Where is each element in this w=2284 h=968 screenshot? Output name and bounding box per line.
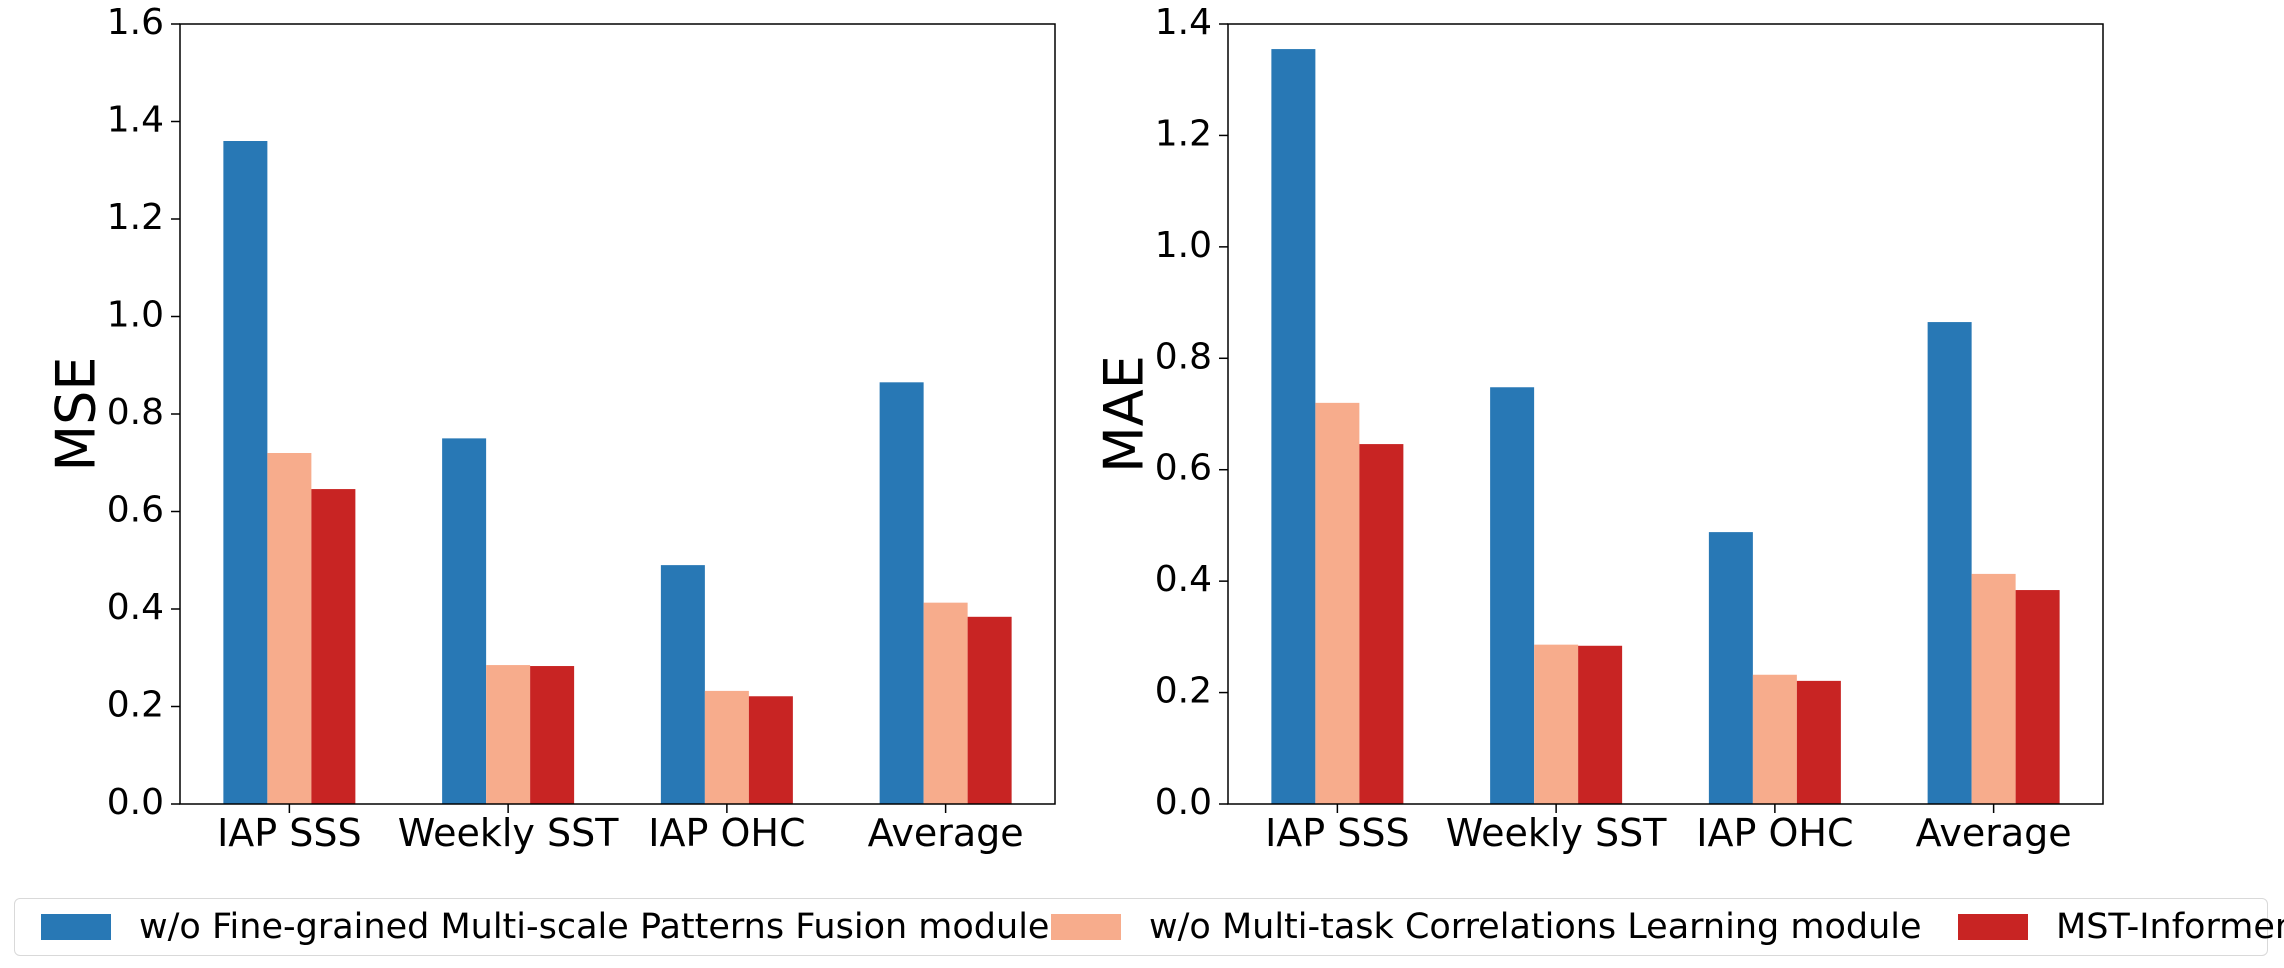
mae-y-tick-label: 0.8 — [1155, 336, 1212, 377]
mae-bar-mst-informer-weekly-sst — [1578, 645, 1623, 804]
mse-bar-mst-informer-weekly-sst — [530, 666, 575, 804]
mae-y-tick-label: 1.0 — [1155, 225, 1212, 266]
mae-plot-frame — [1227, 23, 2104, 805]
mse-y-tick-label: 0.0 — [107, 782, 164, 823]
mae-y-tick-label: 1.4 — [1155, 2, 1212, 43]
mae-x-tick-label-iap-ohc: IAP OHC — [1696, 811, 1853, 855]
mse-y-tick-label: 0.6 — [107, 490, 164, 531]
mse-bar-mst-informer-iap-ohc — [748, 696, 793, 804]
mae-bar-fine-grained-iap-sss — [1271, 49, 1316, 805]
mse-y-axis-label: MSE — [45, 357, 108, 472]
legend-item-fine-grained: w/o Fine-grained Multi-scale Patterns Fu… — [41, 899, 1049, 955]
mse-x-tick-label-iap-sss: IAP SSS — [217, 811, 362, 855]
mae-bar-multi-task-iap-sss — [1315, 402, 1360, 804]
mse-y-tick-label: 0.4 — [107, 587, 164, 628]
mae-y-axis-label: MAE — [1093, 355, 1156, 473]
legend-item-multi-task: w/o Multi-task Correlations Learning mod… — [1051, 899, 1922, 955]
mse-bar-fine-grained-iap-sss — [223, 141, 268, 804]
mae-y-tick-label: 0.6 — [1155, 448, 1212, 489]
mse-y-tick-label: 1.4 — [107, 100, 164, 141]
mse-y-tick-label: 1.0 — [107, 295, 164, 336]
legend-label-mst-informer: MST-Informer — [2056, 907, 2284, 947]
mse-x-tick-label-average: Average — [868, 811, 1024, 855]
mae-chart-panel: 0.0 0.2 0.4 0.6 0.8 1.0 1.2 1.4 IAP SSS Weekly SS… — [1093, 2, 2104, 855]
mse-bar-multi-task-weekly-sst — [486, 665, 531, 804]
mse-y-tick-label: 1.2 — [107, 197, 164, 238]
legend-label-multi-task: w/o Multi-task Correlations Learning mod… — [1149, 907, 1922, 947]
mae-bar-mst-informer-iap-sss — [1359, 444, 1404, 804]
legend-label-fine-grained: w/o Fine-grained Multi-scale Patterns Fu… — [139, 907, 1050, 947]
legend-item-mst-informer: MST-Informer — [1958, 899, 2284, 955]
mse-x-tick-label-weekly-sst: Weekly SST — [398, 811, 619, 855]
mae-bar-fine-grained-weekly-sst — [1490, 387, 1535, 804]
mae-x-tick-label-iap-sss: IAP SSS — [1265, 811, 1410, 855]
mae-bar-mst-informer-iap-ohc — [1796, 680, 1841, 804]
legend-swatch-fine-grained — [41, 914, 111, 940]
legend-swatch-multi-task — [1051, 914, 1121, 940]
mse-bar-multi-task-iap-ohc — [704, 690, 749, 804]
mae-y-tick-label: 0.4 — [1155, 559, 1212, 600]
mse-x-tick-label-iap-ohc: IAP OHC — [648, 811, 805, 855]
mae-bar-mst-informer-average — [2015, 590, 2060, 804]
mse-bar-multi-task-iap-sss — [267, 453, 312, 804]
mae-bar-multi-task-average — [1971, 573, 2016, 804]
mse-bar-multi-task-average — [923, 602, 968, 804]
mae-x-tick-label-weekly-sst: Weekly SST — [1446, 811, 1667, 855]
legend-swatch-mst-informer — [1958, 914, 2028, 940]
mse-y-tick-label: 1.6 — [107, 2, 164, 43]
mae-y-tick-label: 0.0 — [1155, 782, 1212, 823]
mse-bar-fine-grained-average — [879, 382, 924, 804]
mse-y-tick-label: 0.2 — [107, 685, 164, 726]
mae-y-tick-label: 0.2 — [1155, 671, 1212, 712]
mse-y-tick-label: 0.8 — [107, 392, 164, 433]
mse-chart-panel: 0.0 0.2 0.4 0.6 0.8 1.0 1.2 1.4 1.6 IAP SSS Weekly… — [45, 2, 1056, 855]
mae-bar-fine-grained-average — [1927, 322, 1972, 804]
chart-legend: w/o Fine-grained Multi-scale Patterns Fu… — [14, 898, 2284, 956]
mse-bar-fine-grained-weekly-sst — [442, 438, 487, 804]
mae-y-tick-label: 1.2 — [1155, 113, 1212, 154]
mae-x-tick-label-average: Average — [1916, 811, 2072, 855]
mae-bar-multi-task-iap-ohc — [1752, 674, 1797, 804]
mse-bar-fine-grained-iap-ohc — [660, 565, 705, 804]
mae-bar-multi-task-weekly-sst — [1534, 644, 1579, 804]
mse-bar-mst-informer-iap-sss — [311, 489, 356, 804]
mse-bar-mst-informer-average — [967, 616, 1012, 804]
mae-bar-fine-grained-iap-ohc — [1708, 532, 1753, 804]
